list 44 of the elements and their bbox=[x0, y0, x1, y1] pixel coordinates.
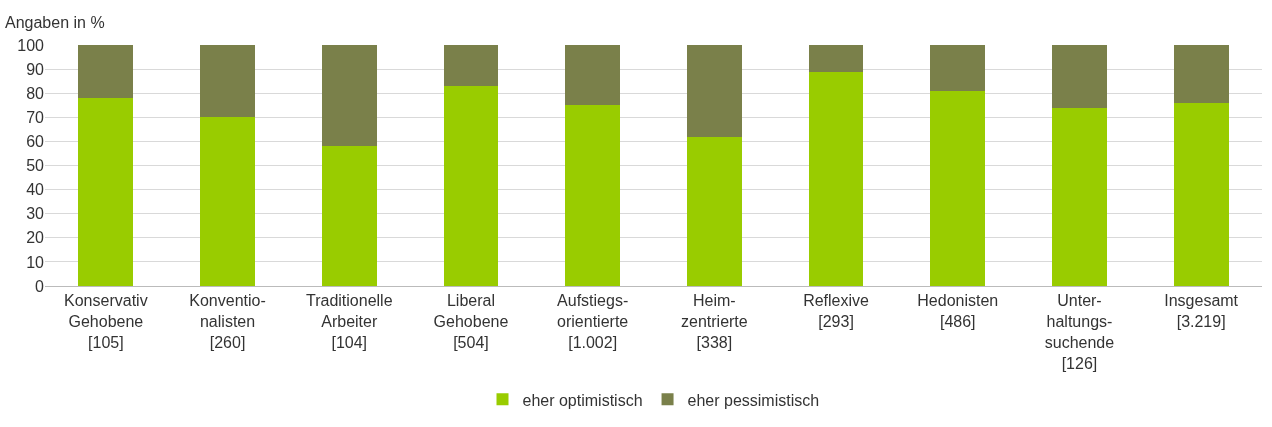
x-tick-label: Konventio- nalisten [260] bbox=[189, 292, 266, 351]
x-tick-label: Reflexive [293] bbox=[803, 292, 870, 330]
y-tick-label: 60 bbox=[26, 133, 45, 150]
bar bbox=[443, 85, 499, 286]
x-tick-label: Hedonisten [486] bbox=[917, 292, 999, 330]
bar bbox=[200, 117, 255, 286]
bar bbox=[808, 71, 864, 286]
y-axis-title: Angaben in % bbox=[5, 14, 105, 31]
bar bbox=[1173, 45, 1229, 103]
bar bbox=[808, 45, 864, 72]
legend-label: eher optimistisch bbox=[522, 391, 643, 409]
bar bbox=[1173, 102, 1229, 286]
bar bbox=[321, 45, 377, 147]
bar bbox=[78, 45, 134, 99]
bar bbox=[321, 146, 377, 286]
x-tick-label: Konservativ Gehobene [105] bbox=[64, 292, 148, 351]
bar bbox=[443, 45, 499, 86]
y-tick-label: 30 bbox=[26, 205, 45, 223]
y-tick-label: 40 bbox=[26, 181, 45, 199]
bar bbox=[930, 90, 986, 286]
y-tick-label: 0 bbox=[35, 277, 45, 295]
bar bbox=[686, 45, 742, 137]
y-tick-label: 100 bbox=[17, 36, 45, 54]
bar bbox=[78, 98, 134, 286]
y-tick-label: 10 bbox=[26, 253, 45, 271]
bar bbox=[930, 45, 986, 91]
y-tick-label: 70 bbox=[26, 108, 45, 126]
bar bbox=[1052, 45, 1107, 108]
x-tick-label: Unter- haltungs- suchende [126] bbox=[1044, 292, 1115, 372]
x-tick-label: Aufstiegs- orientierte [1.002] bbox=[557, 292, 629, 351]
x-tick-label: Traditionelle Arbeiter [104] bbox=[305, 292, 393, 351]
x-tick-label: Liberal Gehobene [504] bbox=[433, 292, 509, 351]
bar bbox=[200, 45, 255, 118]
y-tick-label: 50 bbox=[26, 157, 45, 175]
x-tick-label: Heim- zentrierte [338] bbox=[681, 292, 748, 351]
y-tick-label: 80 bbox=[26, 84, 45, 102]
y-tick-label: 90 bbox=[26, 60, 45, 78]
bar bbox=[686, 136, 742, 286]
x-tick-label: Insgesamt [3.219] bbox=[1164, 292, 1239, 330]
bar bbox=[565, 105, 621, 286]
bar bbox=[565, 45, 621, 106]
y-tick-label: 20 bbox=[26, 229, 45, 247]
bar bbox=[1052, 107, 1107, 286]
legend-label: eher pessimistisch bbox=[687, 391, 820, 409]
